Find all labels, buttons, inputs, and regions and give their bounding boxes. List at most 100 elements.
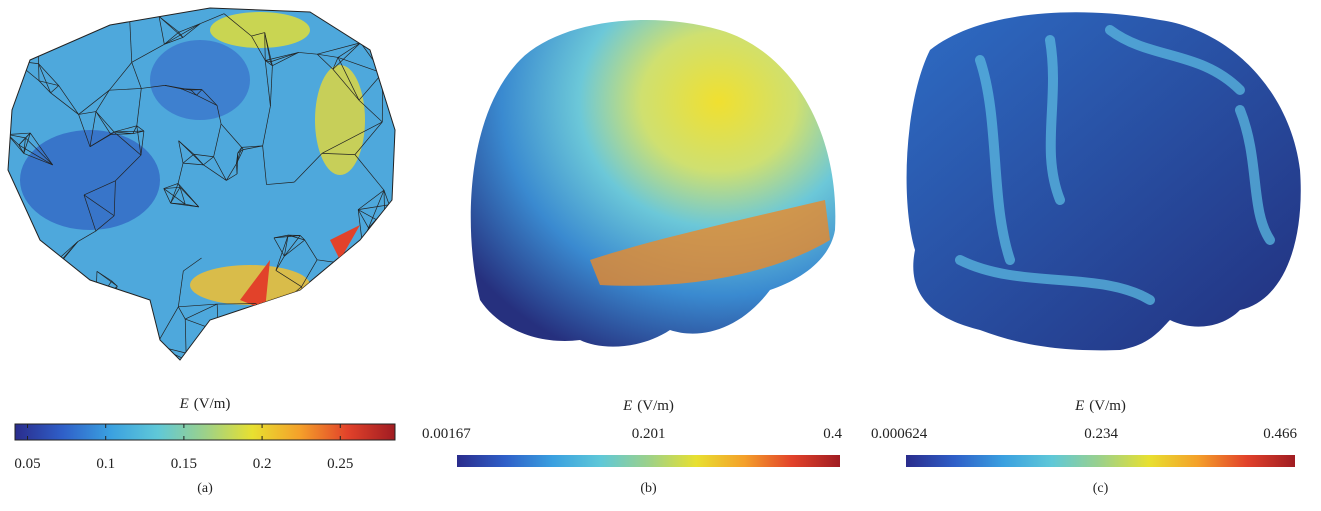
mesh-edge <box>344 354 376 355</box>
mesh-edge <box>54 283 65 290</box>
mesh-edge <box>186 353 220 361</box>
mesh-edge <box>371 315 376 354</box>
tick-label: 0.4 <box>823 426 842 442</box>
mesh-edge <box>57 260 66 283</box>
mesh-edge <box>110 332 125 350</box>
tick-label: 0.25 <box>327 456 353 472</box>
mesh-edge <box>316 334 376 354</box>
mesh-edge <box>126 332 139 340</box>
mesh-edge <box>126 332 156 346</box>
tick-label: 0.000624 <box>871 426 928 442</box>
caption: (a) <box>197 481 213 496</box>
mesh-edge <box>96 286 118 304</box>
mesh-edge <box>36 291 54 322</box>
colorbar-label: E (V/m) <box>622 398 674 414</box>
tick-label: 0.466 <box>1263 426 1297 442</box>
mesh-edge <box>354 249 363 265</box>
brain-mesh <box>8 5 395 361</box>
mesh-edge <box>70 5 75 23</box>
tick-label: 0.00167 <box>422 426 471 442</box>
symbol: E <box>1074 398 1084 414</box>
mesh-edge <box>8 266 58 278</box>
mesh-edge <box>55 260 57 267</box>
tick-label: 0.05 <box>14 456 40 472</box>
mesh-edge <box>72 349 110 360</box>
caption: (c) <box>1093 481 1109 496</box>
mesh-edge <box>35 322 52 328</box>
mesh-edge <box>37 13 71 19</box>
mesh-edge <box>37 5 70 12</box>
mesh-edge <box>17 221 29 272</box>
mesh-edge <box>57 260 58 265</box>
mesh-edge <box>8 267 55 277</box>
mesh-edge <box>99 323 125 331</box>
colorbar-label: E (V/m) <box>179 396 231 412</box>
mesh-edge <box>54 267 55 290</box>
mesh-edge <box>316 334 355 346</box>
tick-label: 0.234 <box>1084 426 1118 442</box>
mesh-edge <box>129 13 159 17</box>
mesh-edge <box>54 266 58 291</box>
brain-surface <box>471 20 836 347</box>
brain-cortex <box>907 12 1301 350</box>
mesh-edge <box>36 338 40 361</box>
mesh-edge <box>37 13 74 23</box>
mesh-edge <box>186 353 189 361</box>
mesh-edge <box>316 334 344 353</box>
mesh-edge <box>36 321 52 328</box>
mesh-edge <box>99 323 110 349</box>
tick-label: 0.2 <box>253 456 272 472</box>
unit: (V/m) <box>194 396 231 412</box>
mesh-edge <box>40 360 72 362</box>
mesh-edge <box>29 260 57 272</box>
figure: E (V/m) 0.05 0.1 0.15 0.2 0.25 (a) E (V/m) 0.00167… <box>0 0 1321 506</box>
mesh-edge <box>96 304 99 323</box>
mesh-edge <box>58 266 66 284</box>
mesh-edge <box>35 322 40 361</box>
colorbar <box>457 455 840 467</box>
mesh-edge <box>55 266 58 268</box>
mesh-edge <box>35 322 36 338</box>
mesh-edge <box>35 321 36 322</box>
mesh-edge <box>72 18 75 23</box>
mesh-edge <box>237 318 265 352</box>
tick-label: 0.201 <box>632 426 666 442</box>
mesh-edge <box>256 304 266 318</box>
unit: (V/m) <box>1089 398 1126 414</box>
mesh-edge <box>40 329 52 362</box>
mesh-edge <box>8 272 29 277</box>
colorbar <box>906 455 1295 467</box>
tick-label: 0.1 <box>96 456 115 472</box>
mesh-edge <box>301 287 315 335</box>
mesh-edge <box>99 286 117 323</box>
colorbar <box>15 424 395 440</box>
mesh-edge <box>355 346 376 354</box>
mesh-edge <box>55 267 65 283</box>
mesh-edge <box>218 331 220 361</box>
mesh-edge <box>344 346 355 353</box>
symbol: E <box>622 398 632 414</box>
mesh-edge <box>110 340 138 349</box>
unit: (V/m) <box>637 398 674 414</box>
caption: (b) <box>640 481 657 496</box>
mesh-edge <box>138 340 156 346</box>
mesh-edge <box>36 329 52 339</box>
colorbar-label: E (V/m) <box>1074 398 1126 414</box>
mesh-edge <box>129 13 135 15</box>
mesh-edge <box>355 315 371 347</box>
mesh-edge <box>36 338 72 359</box>
mesh-edge <box>54 260 57 290</box>
mesh-edge <box>136 15 159 17</box>
mesh-edge <box>38 23 75 30</box>
mesh-edge <box>218 331 237 352</box>
mesh-edge <box>29 266 58 272</box>
mesh-edge <box>344 315 371 354</box>
mesh-edge <box>29 267 55 272</box>
mesh-edge <box>38 5 70 29</box>
mesh-edge <box>70 5 72 18</box>
tick-label: 0.15 <box>171 456 197 472</box>
mesh-edge <box>354 265 372 315</box>
mesh-edge <box>15 30 38 61</box>
mesh-edge <box>53 329 73 360</box>
symbol: E <box>179 396 189 412</box>
